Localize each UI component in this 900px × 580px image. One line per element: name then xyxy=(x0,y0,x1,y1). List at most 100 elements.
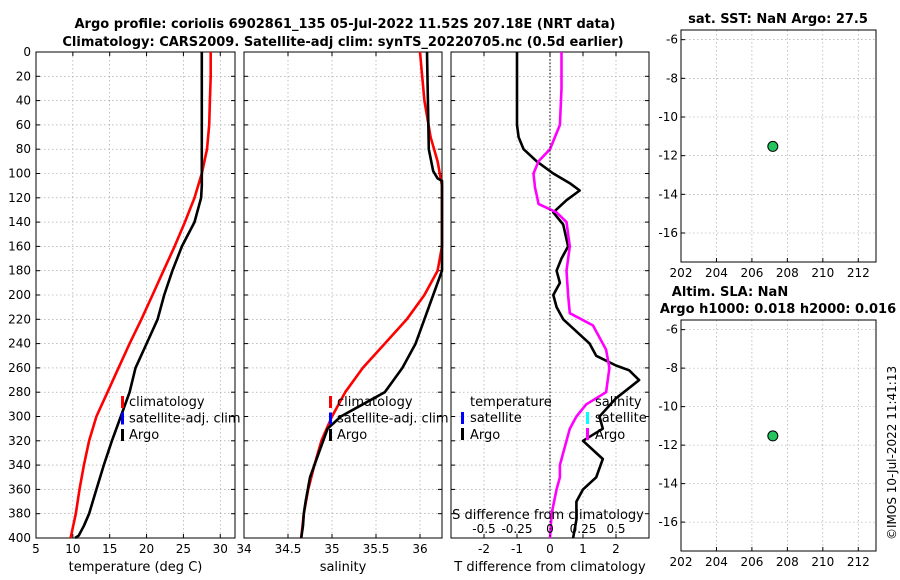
map-y-tick-label: -16 xyxy=(658,515,678,529)
legend-title-temperature: temperature xyxy=(470,395,552,410)
series-argo xyxy=(299,51,444,539)
x-tick-label: 1 xyxy=(579,542,587,556)
legend-swatch-argo xyxy=(329,429,332,441)
x-axis-label: temperature (deg C) xyxy=(69,560,203,575)
y-tick-label: 260 xyxy=(8,361,31,375)
y-tick-label: 220 xyxy=(8,312,31,326)
y-tick-label: 200 xyxy=(8,288,31,302)
temperature-panel: 5 10 15 20 25 3002040608010012014016018020022… xyxy=(8,45,241,575)
map-x-tick-label: 210 xyxy=(811,266,834,280)
y-tick-label: 160 xyxy=(8,239,31,253)
legend-swatch-t-satellite xyxy=(461,412,464,424)
y-tick-label: 180 xyxy=(8,264,31,278)
legend-label: satellite xyxy=(470,411,522,426)
series-t-difference-argo xyxy=(515,52,641,539)
map-x-tick-label: 202 xyxy=(670,555,693,569)
map-y-tick-label: -10 xyxy=(658,110,678,124)
y-tick-label: 80 xyxy=(16,142,31,156)
y-tick-label: 340 xyxy=(8,458,31,472)
legend-swatch-satellite-adj-clim xyxy=(329,412,332,425)
sla-map-title-line2: Argo h1000: 0.018 h2000: 0.016 xyxy=(660,302,896,317)
map-y-tick-label: -12 xyxy=(658,149,678,163)
altim-sla-map-panel: 202 204 206 208 210 212 -6 -8 -10 -12 -14 -16 xyxy=(658,319,877,569)
y-tick-label: 400 xyxy=(8,531,31,545)
series-s-difference-argo xyxy=(532,52,611,539)
legend-label: Argo xyxy=(129,428,159,443)
map-x-tick-label: 204 xyxy=(705,266,728,280)
map-x-tick-label: 206 xyxy=(740,555,763,569)
legend-label: satellite xyxy=(595,411,647,426)
sat-sst-map-panel: 202 204 206 208 210 212 -6 -8 -10 -12 -14 -16 xyxy=(658,29,877,280)
s-diff-tick-label: 0.25 xyxy=(570,522,597,536)
x-tick-label: 36 xyxy=(412,542,427,556)
sla-map-title-line1: Altim. SLA: NaN xyxy=(672,285,788,300)
legend-label: climatology xyxy=(337,395,413,410)
map-y-tick-label: -6 xyxy=(666,323,678,337)
x-tick-label: 20 xyxy=(139,542,154,556)
s-diff-tick-label: 0 xyxy=(546,522,554,536)
y-tick-label: 320 xyxy=(8,434,31,448)
argo-float-marker xyxy=(767,430,779,442)
x-tick-label: 15 xyxy=(102,542,117,556)
legend-swatch-s-satellite xyxy=(586,412,589,424)
x-tick-label: 34.5 xyxy=(275,542,302,556)
series-climatology xyxy=(69,52,212,539)
s-diff-tick-label: -0.25 xyxy=(501,522,532,536)
x-tick-label: -1 xyxy=(511,542,523,556)
legend-label: Argo xyxy=(470,428,500,443)
x-tick-label: 35.5 xyxy=(363,542,390,556)
y-tick-label: 40 xyxy=(16,94,31,108)
map-x-tick-label: 208 xyxy=(776,266,799,280)
map-y-tick-label: -8 xyxy=(666,71,678,85)
x-tick-label: 0 xyxy=(546,542,554,556)
main-title-line1: Argo profile: coriolis 6902861_135 05-Ju… xyxy=(75,17,616,32)
x-tick-label: -2 xyxy=(478,542,490,556)
legend-swatch-satellite-adj-clim xyxy=(121,412,124,425)
legend-swatch-climatology xyxy=(329,396,332,408)
legend-label: satellite-adj. clim xyxy=(337,412,449,427)
map-x-tick-label: 204 xyxy=(705,555,728,569)
imos-watermark: ©IMOS 10-Jul-2022 11:41:13 xyxy=(885,366,899,540)
y-tick-label: 120 xyxy=(8,191,31,205)
legend-label: climatology xyxy=(129,395,205,410)
map-y-tick-label: -10 xyxy=(658,400,678,414)
argo-float-marker xyxy=(767,140,779,152)
difference-panel: -2 -1 0 1 2 T difference from climatology -0.5… xyxy=(450,51,650,575)
legend-swatch-climatology xyxy=(121,396,124,408)
series-argo xyxy=(74,52,204,540)
x-tick-label: 2 xyxy=(612,542,620,556)
x-tick-label: 10 xyxy=(65,542,80,556)
legend-swatch-t-argo xyxy=(461,428,464,440)
y-tick-label: 280 xyxy=(8,385,31,399)
y-tick-label: 300 xyxy=(8,410,31,424)
map-x-tick-label: 202 xyxy=(670,266,693,280)
map-x-tick-label: 206 xyxy=(740,266,763,280)
salinity-panel: 34 34.5 35 35.5 36 salinity climatology satelli… xyxy=(236,51,449,575)
legend-swatch-s-argo xyxy=(586,428,589,440)
map-y-tick-label: -14 xyxy=(658,187,678,201)
map-x-tick-label: 212 xyxy=(847,266,870,280)
map-frame xyxy=(680,29,877,263)
x-axis-label: salinity xyxy=(320,560,367,575)
legend-label: Argo xyxy=(595,428,625,443)
x-tick-label: 34 xyxy=(236,542,251,556)
s-diff-axis-label: S difference from climatology xyxy=(452,508,644,523)
map-y-tick-label: -6 xyxy=(666,33,678,47)
s-diff-tick-label: 0.5 xyxy=(606,522,625,536)
y-tick-label: 140 xyxy=(8,215,31,229)
x-tick-label: 30 xyxy=(213,542,228,556)
sst-map-title: sat. SST: NaN Argo: 27.5 xyxy=(688,12,868,27)
s-diff-tick-label: -0.5 xyxy=(472,522,495,536)
x-axis-label: T difference from climatology xyxy=(453,560,646,575)
x-tick-label: 35 xyxy=(324,542,339,556)
x-tick-label: 25 xyxy=(176,542,191,556)
map-x-tick-label: 212 xyxy=(847,555,870,569)
y-tick-label: 100 xyxy=(8,167,31,181)
y-tick-label: 240 xyxy=(8,337,31,351)
y-tick-label: 360 xyxy=(8,482,31,496)
map-y-tick-label: -14 xyxy=(658,477,678,491)
legend-swatch-argo xyxy=(121,429,124,441)
map-x-tick-label: 208 xyxy=(776,555,799,569)
map-frame xyxy=(680,319,877,552)
